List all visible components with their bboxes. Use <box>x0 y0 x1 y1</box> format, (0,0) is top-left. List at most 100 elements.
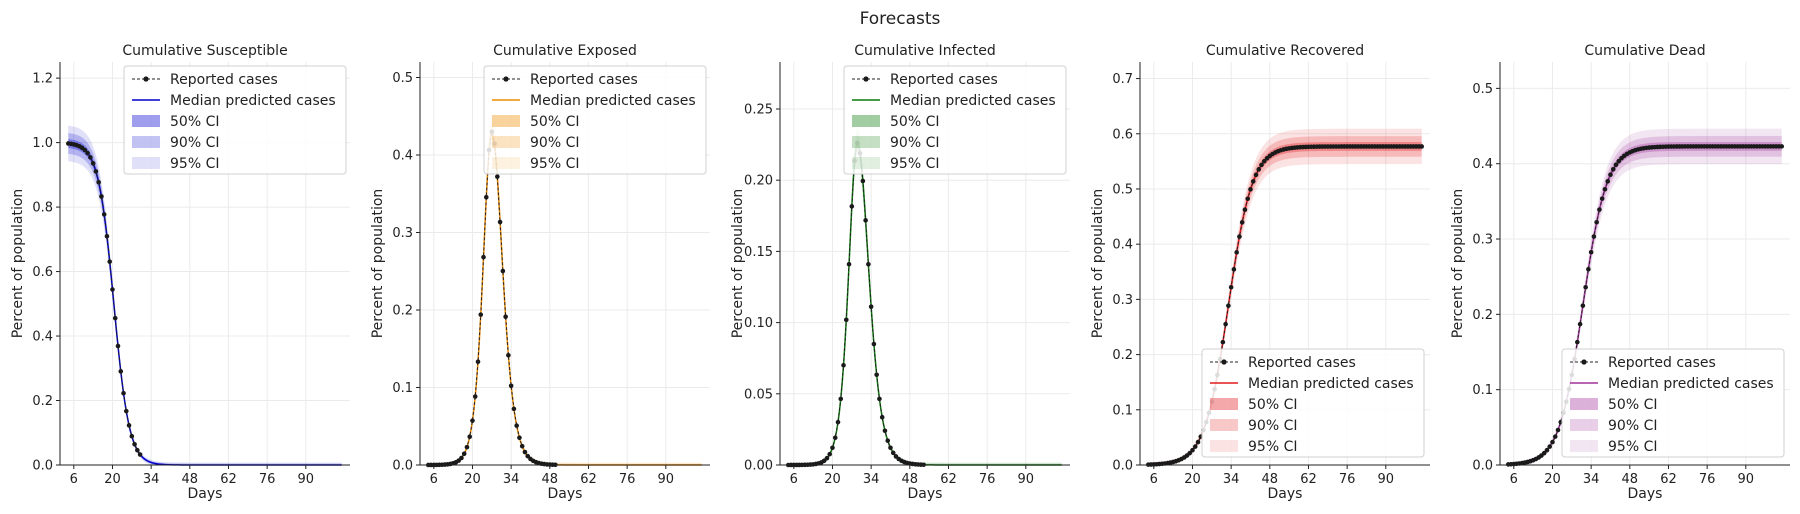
reported-point <box>464 444 470 450</box>
reported-point <box>1608 172 1613 178</box>
legend-box <box>483 65 707 175</box>
reported-point <box>1552 434 1558 439</box>
y-tick-label: 0.05 <box>744 387 773 402</box>
legend-label: Reported cases <box>170 72 278 88</box>
y-tick-label: 0.2 <box>1112 348 1133 363</box>
reported-point <box>483 194 489 200</box>
reported-point <box>500 268 506 274</box>
reported-point <box>110 287 115 292</box>
ci-50-band <box>788 138 1062 466</box>
x-tick-label: 62 <box>580 472 597 487</box>
y-tick-label: 0.0 <box>32 459 53 474</box>
reported-point <box>88 155 93 160</box>
y-tick-label: 0.7 <box>1112 72 1133 87</box>
reported-line <box>428 131 556 466</box>
legend-label: Median predicted cases <box>170 93 336 109</box>
reported-point <box>118 369 124 374</box>
reported-point <box>1575 339 1580 345</box>
reported-point <box>137 452 143 457</box>
legend-key-ci <box>492 136 520 148</box>
x-tick-label: 90 <box>298 472 315 487</box>
legend-box <box>1561 348 1785 458</box>
ci-95-band <box>68 125 342 465</box>
legend-label: 50% CI <box>530 114 579 130</box>
reported-line <box>788 143 924 466</box>
reported-point <box>497 219 503 225</box>
reported-point <box>1544 447 1550 453</box>
legend-key-ci <box>1210 440 1238 452</box>
ci-95-band <box>788 125 1062 466</box>
reported-point <box>882 428 888 434</box>
reported-point <box>1591 234 1597 239</box>
reported-point <box>90 161 96 166</box>
reported-point <box>459 455 464 461</box>
legend-key-ci <box>1570 440 1598 452</box>
legend-label: Median predicted cases <box>1248 376 1414 392</box>
reported-point <box>1605 179 1611 184</box>
legend-label: 50% CI <box>1608 397 1657 413</box>
y-tick-label: 0.6 <box>1112 127 1133 142</box>
x-tick-label: 20 <box>104 472 121 487</box>
y-tick-label: 0.6 <box>32 265 53 280</box>
reported-point <box>495 174 500 179</box>
reported-point <box>888 445 893 451</box>
reported-point <box>843 317 849 323</box>
y-tick-label: 0.3 <box>392 226 413 241</box>
y-tick-label: 0.4 <box>1112 238 1133 253</box>
reported-point <box>871 341 877 347</box>
y-tick-label: 0.1 <box>1472 383 1493 398</box>
y-tick-label: 0.0 <box>1472 459 1493 474</box>
legend-key-ci <box>132 157 160 169</box>
x-tick-label: 90 <box>658 472 675 487</box>
chart-title: Cumulative Exposed <box>493 43 637 59</box>
legend-box <box>1201 348 1425 458</box>
reported-point <box>467 434 473 440</box>
reported-point <box>1250 179 1256 184</box>
y-axis-label: Percent of population <box>1450 189 1466 339</box>
y-tick-label: 0.5 <box>1112 182 1133 197</box>
reported-point <box>1779 144 1785 149</box>
reported-point <box>1192 444 1198 449</box>
reported-point <box>835 419 841 425</box>
reported-point <box>461 451 467 457</box>
chart-panel-4: 6 20 34 48 62 76 90 0.0 0.1 0.2 0.3 0.4 0.5 0.6 0.7 Cum… <box>1090 43 1430 502</box>
x-tick-label: 20 <box>1544 472 1561 487</box>
y-tick-label: 0.2 <box>392 304 413 319</box>
reported-point <box>860 178 866 184</box>
legend-label: Median predicted cases <box>1608 376 1774 392</box>
reported-point <box>99 194 104 199</box>
reported-point <box>1248 187 1253 192</box>
reported-point <box>890 450 896 456</box>
ci-50-band <box>428 127 702 466</box>
chart-title: Cumulative Recovered <box>1206 43 1364 59</box>
reported-point <box>885 438 891 443</box>
reported-point <box>85 150 90 156</box>
ci-50-band <box>68 139 342 466</box>
reported-point <box>1580 303 1586 308</box>
legend-key-reported-marker <box>863 76 869 82</box>
reported-point <box>1594 219 1599 225</box>
reported-point <box>1256 167 1262 172</box>
x-tick-label: 48 <box>1622 472 1639 487</box>
legend-label: 90% CI <box>1608 418 1657 434</box>
y-tick-label: 0.10 <box>744 316 773 331</box>
y-tick-label: 0.3 <box>1112 293 1133 308</box>
reported-point <box>879 414 885 420</box>
y-tick-label: 0.4 <box>1472 157 1493 172</box>
x-tick-label: 34 <box>1583 472 1600 487</box>
legend-box <box>843 65 1067 175</box>
reported-point <box>1228 284 1234 290</box>
legend-key-ci <box>132 136 160 148</box>
reported-point <box>470 418 475 423</box>
legend: Reported cases Median predicted cases 50% … <box>1561 348 1785 458</box>
reported-point <box>1583 284 1588 290</box>
reported-point <box>1588 249 1594 255</box>
reported-point <box>841 362 846 368</box>
reported-point <box>132 441 137 447</box>
reported-point <box>101 212 107 217</box>
x-tick-label: 90 <box>1378 472 1395 487</box>
reported-point <box>93 169 99 174</box>
reported-point <box>1195 439 1201 445</box>
reported-point <box>1541 450 1547 456</box>
